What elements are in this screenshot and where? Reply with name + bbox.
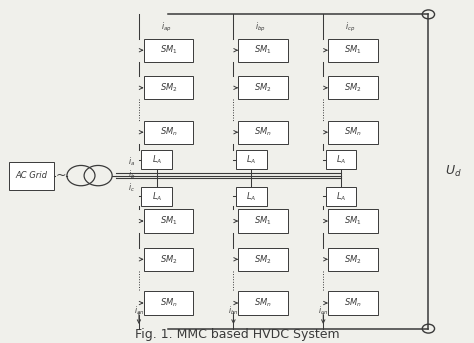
Text: Fig. 1. MMC based HVDC System: Fig. 1. MMC based HVDC System [135, 328, 339, 341]
FancyBboxPatch shape [144, 39, 193, 62]
Text: $SM_2$: $SM_2$ [160, 82, 177, 94]
FancyBboxPatch shape [238, 39, 288, 62]
FancyBboxPatch shape [236, 150, 266, 169]
FancyBboxPatch shape [328, 248, 378, 271]
FancyBboxPatch shape [144, 248, 193, 271]
FancyBboxPatch shape [328, 76, 378, 99]
Text: $L_A$: $L_A$ [152, 153, 162, 166]
Text: $SM_2$: $SM_2$ [160, 253, 177, 265]
Text: $L_A$: $L_A$ [336, 153, 346, 166]
Text: $SM_2$: $SM_2$ [344, 82, 362, 94]
FancyBboxPatch shape [141, 150, 172, 169]
Text: $SM_1$: $SM_1$ [160, 44, 177, 57]
FancyBboxPatch shape [238, 248, 288, 271]
FancyBboxPatch shape [328, 292, 378, 315]
Text: $i_a$: $i_a$ [128, 156, 136, 168]
Text: $i_{ap}$: $i_{ap}$ [161, 21, 172, 34]
Text: $SM_2$: $SM_2$ [344, 253, 362, 265]
Text: $SM_1$: $SM_1$ [344, 44, 362, 57]
Text: $SM_n$: $SM_n$ [160, 297, 177, 309]
FancyBboxPatch shape [238, 76, 288, 99]
Text: $SM_n$: $SM_n$ [254, 297, 272, 309]
FancyBboxPatch shape [144, 76, 193, 99]
Text: $L_A$: $L_A$ [152, 190, 162, 203]
Text: $SM_n$: $SM_n$ [160, 126, 177, 139]
Text: $L_A$: $L_A$ [336, 190, 346, 203]
Text: $i_b$: $i_b$ [128, 169, 136, 181]
Text: $SM_n$: $SM_n$ [344, 126, 362, 139]
Text: $L_A$: $L_A$ [246, 153, 256, 166]
Text: $i_{bn}$: $i_{bn}$ [228, 304, 239, 317]
FancyBboxPatch shape [328, 210, 378, 233]
Text: $i_{cp}$: $i_{cp}$ [346, 21, 356, 34]
FancyBboxPatch shape [328, 121, 378, 144]
Text: $SM_1$: $SM_1$ [160, 215, 177, 227]
Text: $SM_2$: $SM_2$ [254, 253, 272, 265]
Text: $i_c$: $i_c$ [128, 182, 135, 194]
Text: $i_{cn}$: $i_{cn}$ [318, 304, 328, 317]
Text: $L_A$: $L_A$ [246, 190, 256, 203]
FancyBboxPatch shape [328, 39, 378, 62]
FancyBboxPatch shape [326, 187, 356, 206]
FancyBboxPatch shape [141, 187, 172, 206]
Text: $i_{bp}$: $i_{bp}$ [255, 21, 266, 34]
Text: $SM_2$: $SM_2$ [254, 82, 272, 94]
Text: $SM_1$: $SM_1$ [254, 215, 272, 227]
Text: $SM_n$: $SM_n$ [344, 297, 362, 309]
FancyBboxPatch shape [236, 187, 266, 206]
FancyBboxPatch shape [238, 121, 288, 144]
FancyBboxPatch shape [238, 292, 288, 315]
Text: $U_d$: $U_d$ [445, 164, 462, 179]
FancyBboxPatch shape [144, 292, 193, 315]
Text: $SM_1$: $SM_1$ [254, 44, 272, 57]
FancyBboxPatch shape [326, 150, 356, 169]
FancyBboxPatch shape [238, 210, 288, 233]
FancyBboxPatch shape [9, 162, 54, 190]
FancyBboxPatch shape [144, 121, 193, 144]
FancyBboxPatch shape [144, 210, 193, 233]
Text: $SM_1$: $SM_1$ [344, 215, 362, 227]
Text: $SM_n$: $SM_n$ [254, 126, 272, 139]
Text: ~: ~ [55, 169, 65, 182]
Text: $i_{an}$: $i_{an}$ [134, 304, 144, 317]
Text: AC Grid: AC Grid [16, 171, 47, 180]
